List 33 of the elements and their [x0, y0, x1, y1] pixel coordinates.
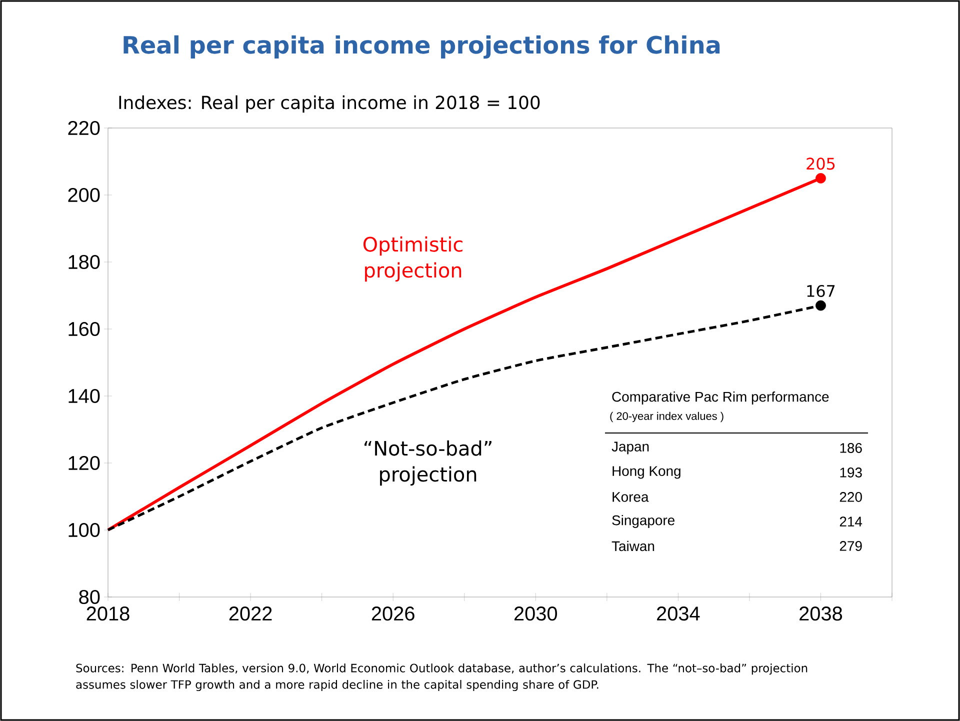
y-tick-label: 160	[68, 322, 100, 336]
annotation: Taiwan	[612, 540, 654, 552]
y-tick-label: 80	[79, 590, 100, 604]
x-tick-label: 2030	[514, 606, 558, 621]
x-tick-label: 2038	[800, 606, 842, 621]
y-tick-label: 220	[68, 120, 100, 136]
annotation: 220	[840, 492, 862, 502]
x-tick-label: 2026	[372, 606, 414, 621]
data-label: 205	[806, 158, 835, 170]
annotation: 186	[840, 443, 862, 453]
annotation: 214	[840, 516, 862, 526]
chart-subtitle: Indexes: Real per capita income in 2018 = 100	[119, 95, 540, 113]
y-tick-label: 120	[68, 456, 100, 470]
source-note: Sources: Penn World Tables, version 9.0, World Economic Outlook database, author’s calculations. The “not–so-bad” projection assumes slower TFP growth and a more rapid decline in the capital spending share of GDP.	[76, 664, 808, 692]
chart-title: Real per capita income projections for China	[124, 35, 720, 59]
text: Optimistic projection	[363, 236, 462, 282]
y-tick-label: 200	[68, 188, 100, 202]
x-tick-label: 2018	[86, 606, 130, 621]
annotation: Hong Kong	[612, 466, 680, 479]
y-tick-label: 180	[68, 254, 100, 270]
data-label: 167	[807, 284, 835, 298]
annotation: Singapore	[612, 514, 674, 528]
x-tick-label: 2022	[229, 606, 272, 621]
y-tick-label: 140	[68, 388, 100, 404]
y-tick-label: 100	[68, 522, 100, 538]
annotation: 193	[840, 468, 862, 478]
x-tick-label: 2034	[657, 606, 700, 621]
annotation: Korea	[612, 492, 649, 502]
series-label: “Not-so-bad” projection	[364, 440, 492, 486]
annotation: ( 20-year index values )	[610, 412, 724, 422]
annotation: 279	[840, 541, 862, 551]
annotation: Japan	[612, 442, 649, 454]
annotation: Comparative Pac Rim performance	[612, 391, 829, 404]
